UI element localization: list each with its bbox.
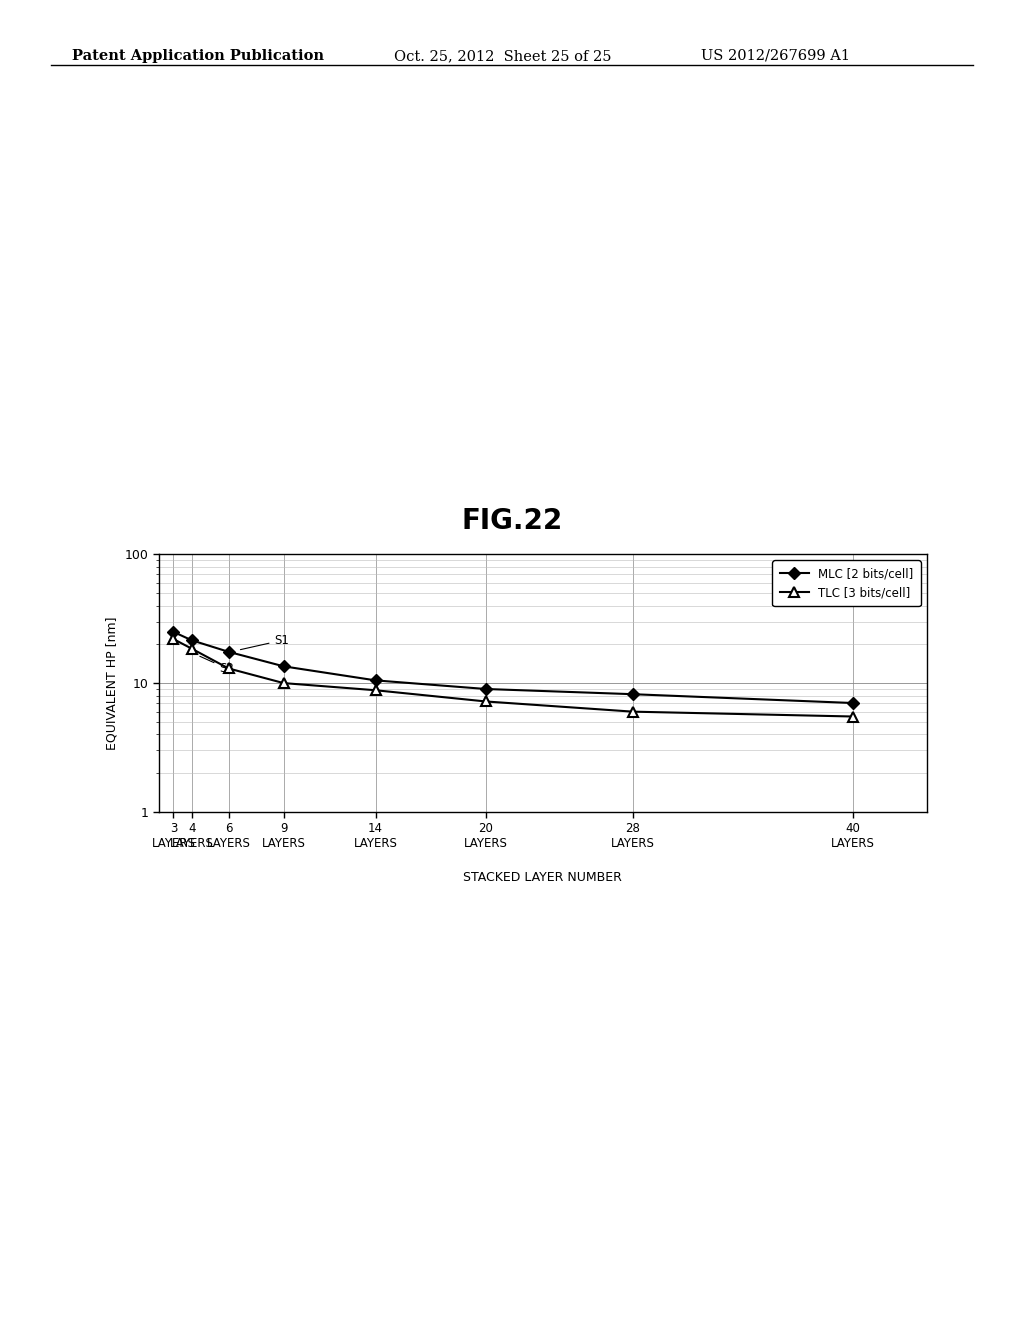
Text: STACKED LAYER NUMBER: STACKED LAYER NUMBER xyxy=(463,871,623,884)
TLC [3 bits/cell] xyxy=(627,704,639,719)
MLC [2 bits/cell] xyxy=(627,686,639,702)
TLC [3 bits/cell] xyxy=(278,675,290,690)
MLC [2 bits/cell] xyxy=(370,672,382,688)
MLC [2 bits/cell] xyxy=(278,659,290,675)
MLC [2 bits/cell] xyxy=(167,624,179,640)
Text: Oct. 25, 2012  Sheet 25 of 25: Oct. 25, 2012 Sheet 25 of 25 xyxy=(394,49,611,63)
Text: FIG.22: FIG.22 xyxy=(462,507,562,535)
Line: MLC [2 bits/cell]: MLC [2 bits/cell] xyxy=(169,628,857,708)
TLC [3 bits/cell] xyxy=(847,709,859,725)
Y-axis label: EQUIVALENT HP [nm]: EQUIVALENT HP [nm] xyxy=(105,616,119,750)
Text: S1: S1 xyxy=(241,634,290,649)
MLC [2 bits/cell] xyxy=(479,681,492,697)
Legend: MLC [2 bits/cell], TLC [3 bits/cell]: MLC [2 bits/cell], TLC [3 bits/cell] xyxy=(772,560,921,606)
MLC [2 bits/cell] xyxy=(847,696,859,711)
Text: US 2012/267699 A1: US 2012/267699 A1 xyxy=(701,49,851,63)
TLC [3 bits/cell] xyxy=(222,660,234,676)
TLC [3 bits/cell] xyxy=(167,631,179,647)
MLC [2 bits/cell] xyxy=(185,632,198,648)
Text: S2: S2 xyxy=(200,656,234,675)
Line: TLC [3 bits/cell]: TLC [3 bits/cell] xyxy=(169,634,858,721)
TLC [3 bits/cell] xyxy=(185,640,198,656)
MLC [2 bits/cell] xyxy=(222,644,234,660)
TLC [3 bits/cell] xyxy=(370,682,382,698)
TLC [3 bits/cell] xyxy=(479,693,492,709)
Text: Patent Application Publication: Patent Application Publication xyxy=(72,49,324,63)
